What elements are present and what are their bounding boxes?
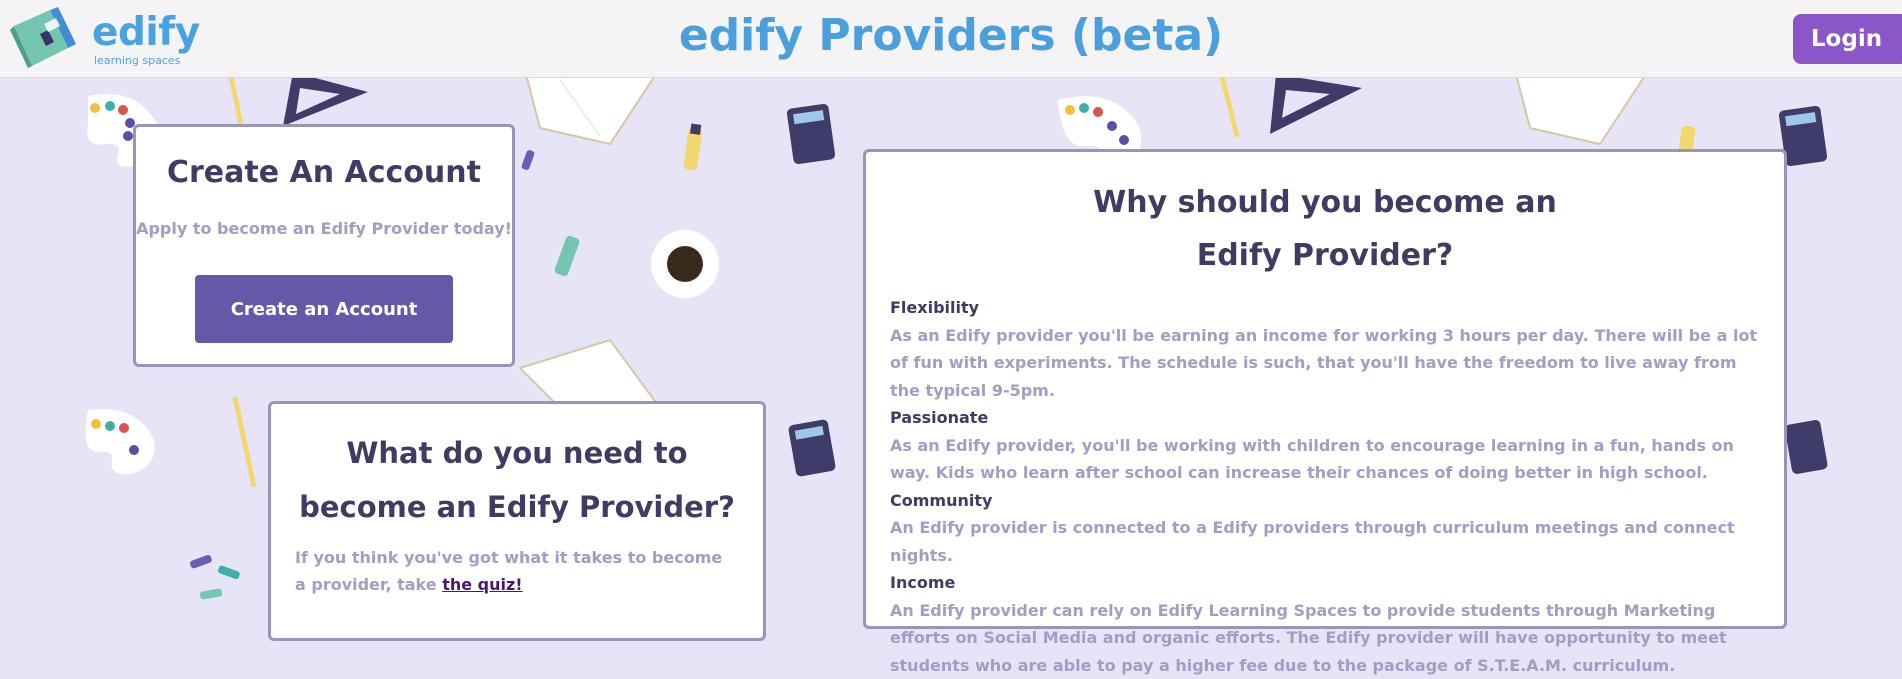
benefit-desc-flexibility: As an Edify provider you'll be earning a…	[890, 322, 1770, 405]
create-account-heading: Create An Account	[136, 155, 512, 190]
set-square-icon	[1270, 78, 1362, 134]
top-header: edify learning spaces edify Providers (b…	[0, 0, 1902, 78]
coffee-cup-icon	[651, 230, 719, 298]
benefit-term-income: Income	[890, 569, 1770, 597]
palette-icon	[86, 409, 155, 474]
pencil-icon	[227, 78, 244, 128]
benefits-card: Why should you become an Edify Provider?…	[863, 149, 1787, 629]
quiz-link[interactable]: the quiz!	[442, 575, 522, 594]
calculator-icon	[786, 103, 835, 164]
benefit-term-community: Community	[890, 487, 1770, 515]
login-button[interactable]: Login	[1793, 14, 1902, 64]
highlighter-icon	[554, 235, 581, 277]
benefit-term-flexibility: Flexibility	[890, 294, 1770, 322]
benefit-term-passionate: Passionate	[890, 404, 1770, 432]
paint-brush-icon	[521, 149, 535, 171]
create-account-button[interactable]: Create an Account	[195, 275, 453, 343]
benefits-heading-line2: Edify Provider?	[1197, 238, 1454, 273]
calculator-icon	[788, 419, 836, 477]
open-book-icon	[526, 78, 660, 144]
requirements-heading-line2: become an Edify Provider?	[299, 490, 735, 524]
open-book-icon	[1516, 78, 1650, 144]
set-square-icon	[283, 78, 368, 126]
create-account-card: Create An Account Apply to become an Edi…	[133, 124, 515, 367]
benefits-heading-line1: Why should you become an	[1093, 185, 1557, 220]
quiz-prompt: If you think you've got what it takes to…	[295, 544, 735, 598]
benefit-desc-passionate: As an Edify provider, you'll be working …	[890, 432, 1770, 487]
requirements-heading: What do you need to become an Edify Prov…	[271, 426, 763, 534]
create-account-subtitle: Apply to become an Edify Provider today!	[136, 219, 512, 238]
pencil-icon	[1218, 78, 1240, 137]
page-title: edify Providers (beta)	[0, 10, 1902, 61]
requirements-card: What do you need to become an Edify Prov…	[268, 401, 766, 641]
benefit-desc-income: An Edify provider can rely on Edify Lear…	[890, 597, 1770, 679]
paint-brush-icon	[189, 554, 240, 600]
highlighter-icon	[683, 124, 703, 171]
benefits-heading: Why should you become an Edify Provider?	[866, 176, 1784, 282]
requirements-heading-line1: What do you need to	[346, 436, 687, 470]
benefit-desc-community: An Edify provider is connected to a Edif…	[890, 514, 1770, 569]
calculator-icon	[1784, 419, 1828, 474]
benefits-list: Flexibility As an Edify provider you'll …	[890, 294, 1770, 679]
pencil-icon	[232, 396, 256, 487]
open-book-icon	[520, 340, 660, 408]
